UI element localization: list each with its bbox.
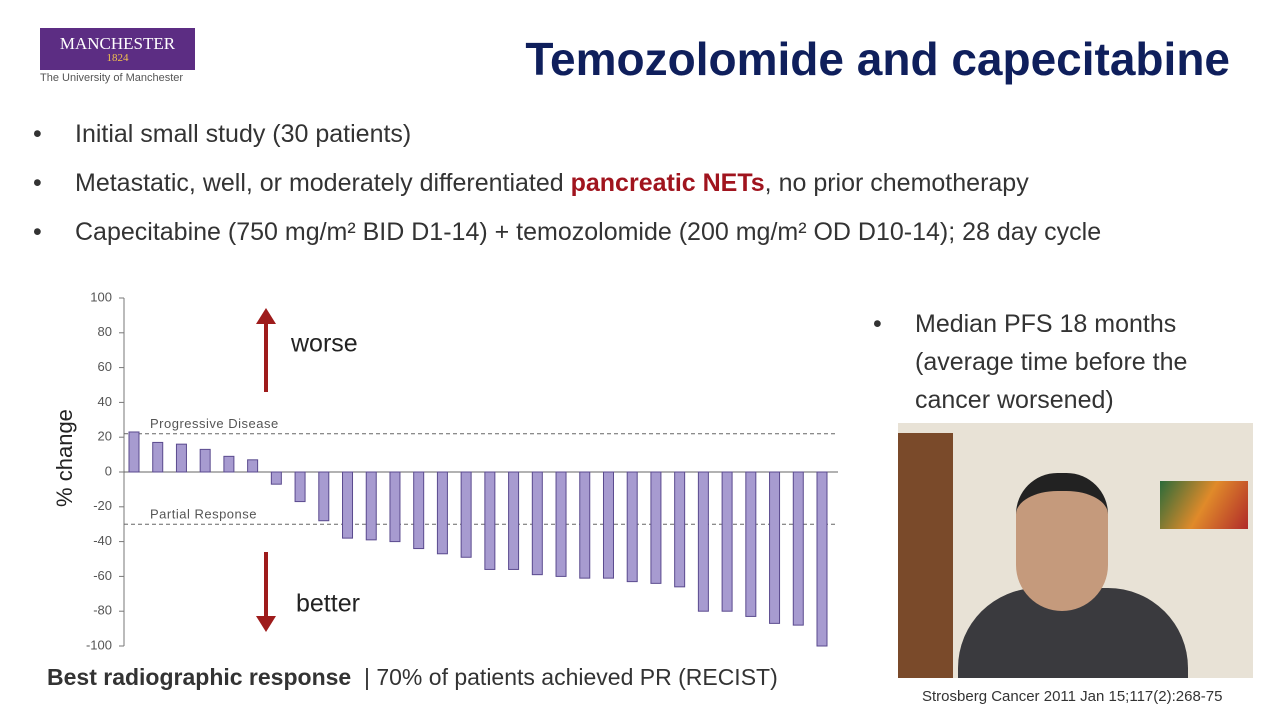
bullet: Initial small study (30 patients): [33, 115, 412, 153]
caption-rest: | 70% of patients achieved PR (RECIST): [363, 664, 778, 690]
logo-year: 1824: [106, 52, 129, 64]
side-bullet: Median PFS 18 months (average time befor…: [873, 305, 1255, 419]
logo-subtitle: The University of Manchester: [40, 72, 184, 84]
painting: [1160, 481, 1248, 529]
bar: [555, 471, 567, 577]
bullet-highlight: pancreatic NETs: [570, 169, 765, 197]
bar: [674, 471, 686, 588]
bar: [342, 471, 354, 539]
y-axis-label: % change: [52, 409, 77, 507]
caption-bold: Best radiographic response: [47, 664, 352, 690]
y-tick-label: -100: [86, 637, 112, 652]
bar: [769, 471, 781, 624]
reference-label: Partial Response: [150, 507, 257, 522]
bar: [389, 471, 401, 543]
bar: [745, 471, 757, 617]
bar: [436, 471, 448, 555]
reference-label: Progressive Disease: [150, 416, 279, 431]
bar: [531, 471, 543, 576]
bullet-text: Initial small study (30 patients): [75, 120, 412, 148]
bar: [626, 471, 638, 583]
title: Temozolomide and capecitabine: [525, 33, 1230, 85]
bullet-text: Capecitabine (750 mg/m² BID D1-14) + tem…: [75, 218, 1102, 246]
bar: [365, 471, 377, 541]
arrow-down-head: [256, 616, 276, 632]
speaker-head: [1016, 473, 1108, 611]
bullet: Capecitabine (750 mg/m² BID D1-14) + tem…: [33, 213, 1215, 251]
bar: [128, 431, 140, 473]
annotation: better: [296, 590, 360, 618]
chart: % change -100 -80 -60 -40 -20 0 20 40 60 80 100 Pro…: [52, 289, 838, 652]
y-tick-label: 40: [98, 394, 112, 409]
y-tick-label: -20: [93, 498, 112, 513]
bar: [247, 459, 259, 473]
bar: [816, 471, 828, 647]
bar: [650, 471, 662, 584]
logo-name: MANCHESTER: [59, 34, 176, 53]
y-tick-label: 100: [90, 289, 112, 304]
bar: [199, 448, 211, 473]
bar: [721, 471, 733, 612]
arrow-up-head: [256, 308, 276, 324]
bar: [152, 441, 164, 473]
bar: [223, 455, 235, 473]
bar: [602, 471, 614, 579]
bar: [270, 471, 282, 485]
door: [898, 433, 953, 678]
y-tick-label: 0: [105, 463, 112, 478]
annotation: worse: [290, 330, 358, 358]
bar: [484, 471, 496, 570]
bar: [294, 471, 306, 503]
bullet-text: Metastatic, well, or moderately differen…: [75, 169, 571, 197]
caption: Best radiographic response | 70% of pati…: [47, 664, 778, 691]
y-tick-label: -80: [93, 603, 112, 618]
bar: [579, 471, 591, 579]
video: [898, 423, 1253, 678]
y-tick-label: 80: [98, 324, 112, 339]
y-tick-label: -60: [93, 568, 112, 583]
y-tick-label: 60: [98, 359, 112, 374]
bar: [413, 471, 425, 550]
bar: [792, 471, 804, 626]
bullet-text: , no prior chemotherapy: [764, 169, 1029, 197]
bar: [697, 471, 709, 612]
citation: Strosberg Cancer 2011 Jan 15;117(2):268-…: [922, 688, 1223, 705]
bar: [318, 471, 330, 522]
bar: [508, 471, 520, 570]
bar: [460, 471, 472, 558]
y-tick-label: -40: [93, 533, 112, 548]
bullet: Metastatic, well, or moderately differen…: [33, 164, 1029, 202]
logo: MANCHESTER 1824: [40, 28, 195, 70]
bar: [175, 443, 187, 473]
y-tick-label: 20: [98, 429, 112, 444]
